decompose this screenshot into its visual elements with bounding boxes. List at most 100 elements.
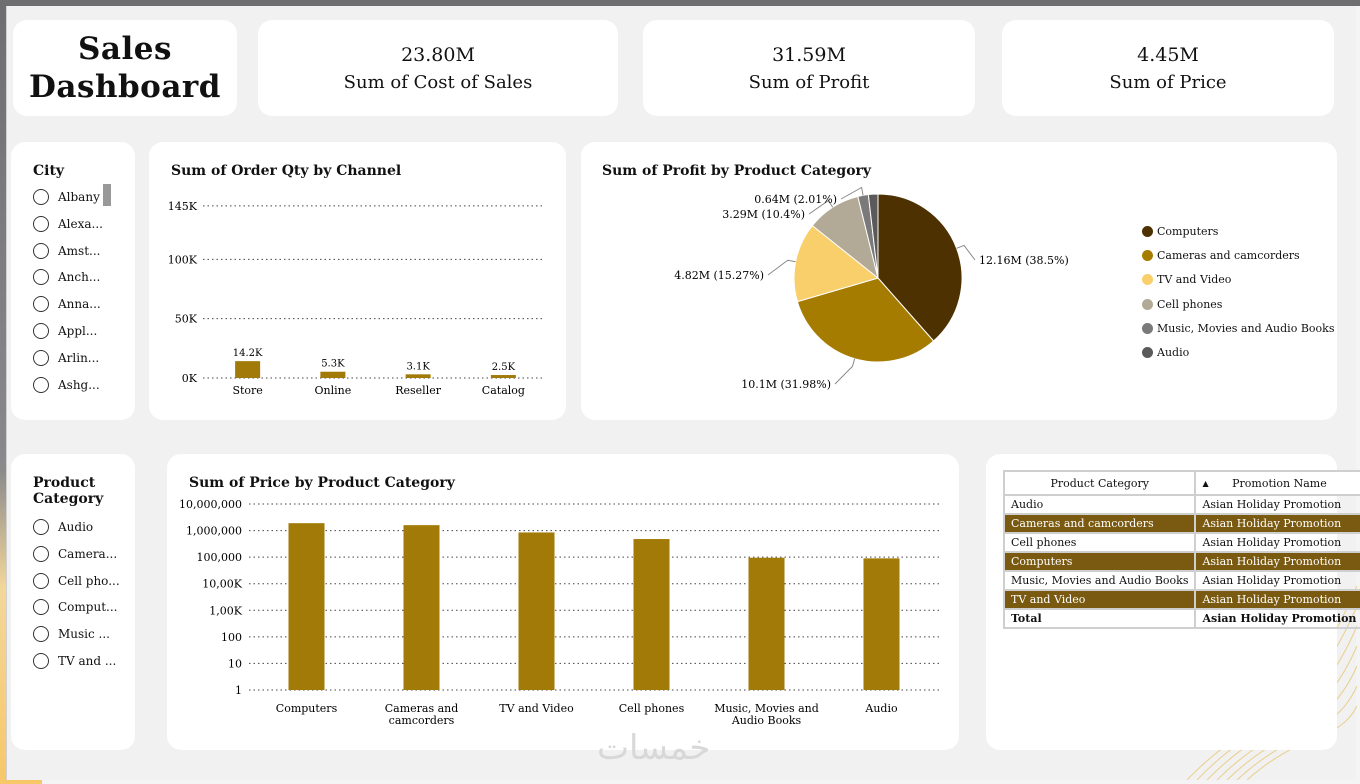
city-option[interactable]: Amst... (33, 241, 100, 261)
x-tick-label: TV and Video (499, 702, 574, 715)
category-option[interactable]: Camera... (33, 544, 117, 564)
city-option[interactable]: Albany (33, 187, 100, 207)
slicer-scrollbar[interactable] (103, 184, 111, 206)
radio-circle-icon[interactable] (33, 653, 49, 669)
total-label: Total (1002, 608, 1197, 629)
city-slicer: City Albany Alexa... Amst... Anch... Anna...… (11, 142, 135, 420)
dashboard-canvas: Sales Dashboard 23.80M Sum of Cost of Sa… (6, 6, 1357, 780)
category-option[interactable]: Comput... (33, 597, 117, 617)
category-cell[interactable]: Music, Movies and Audio Books (1002, 570, 1197, 591)
legend-swatch (1142, 250, 1153, 262)
pie-data-label: 10.1M (31.98%) (741, 378, 831, 391)
legend-swatch (1142, 274, 1153, 286)
dashboard-title: Sales Dashboard (29, 31, 221, 105)
sort-ascending-icon[interactable]: ▲ (1202, 479, 1209, 488)
city-option[interactable]: Ashg... (33, 375, 100, 395)
x-tick-label: Catalog (482, 384, 525, 397)
leader-line (956, 244, 976, 261)
bar (518, 532, 555, 690)
legend-item[interactable]: Audio (1142, 346, 1189, 359)
pie-slice (796, 277, 935, 363)
x-tick-label: Audio (864, 702, 898, 715)
y-tick-label: 50K (175, 313, 198, 326)
city-option-label: Anna... (58, 297, 101, 312)
radio-circle-icon[interactable] (33, 296, 49, 313)
data-label: 3.1K (406, 361, 430, 372)
category-cell[interactable]: Computers (1002, 551, 1197, 572)
table-row[interactable]: TV and Video Asian Holiday Promotion (1002, 589, 1360, 610)
radio-circle-icon[interactable] (33, 242, 49, 259)
legend-swatch (1142, 347, 1153, 358)
category-cell[interactable]: Audio (1002, 494, 1197, 515)
radio-circle-icon[interactable] (33, 269, 49, 286)
table-row[interactable]: Computers Asian Holiday Promotion (1002, 551, 1360, 572)
kpi-value: 4.45M (1137, 43, 1199, 66)
category-option[interactable]: Music ... (33, 624, 110, 644)
legend-swatch (1142, 322, 1153, 334)
promotion-cell[interactable]: Asian Holiday Promotion (1194, 551, 1360, 572)
header-promotion-name[interactable]: ▲ Promotion Name (1194, 470, 1360, 496)
bar (235, 361, 261, 378)
y-tick-label: 10,000,000 (179, 498, 242, 511)
legend-item[interactable]: TV and Video (1142, 273, 1231, 286)
kpi-profit[interactable]: 31.59M Sum of Profit (643, 20, 975, 116)
city-option[interactable]: Arlin... (33, 348, 99, 368)
radio-circle-icon[interactable] (33, 626, 49, 643)
legend-item[interactable]: Music, Movies and Audio Books (1142, 322, 1334, 335)
legend-label: Computers (1157, 225, 1219, 238)
category-cell[interactable]: TV and Video (1002, 589, 1197, 610)
kpi-cost-of-sales[interactable]: 23.80M Sum of Cost of Sales (258, 20, 618, 116)
promotion-cell[interactable]: Asian Holiday Promotion (1194, 570, 1360, 591)
city-option-label: Anch... (58, 270, 101, 285)
legend-item[interactable]: Cameras and camcorders (1142, 249, 1300, 262)
kpi-price[interactable]: 4.45M Sum of Price (1002, 20, 1334, 116)
radio-circle-icon[interactable] (33, 572, 49, 589)
table-row[interactable]: Music, Movies and Audio Books Asian Holid… (1002, 570, 1360, 591)
category-option-label: Comput... (58, 600, 118, 615)
pie-data-label: 12.16M (38.5%) (979, 254, 1069, 267)
bar (288, 523, 325, 690)
radio-circle-icon[interactable] (33, 545, 49, 562)
price-chart-title: Sum of Price by Product Category (189, 475, 455, 491)
city-option-label: Alexa... (58, 216, 103, 231)
radio-circle-icon[interactable] (33, 349, 49, 366)
radio-circle-icon[interactable] (33, 215, 49, 232)
x-tick-label: Online (315, 384, 352, 397)
promotion-cell[interactable]: Asian Holiday Promotion (1194, 589, 1360, 610)
city-option-label: Albany (58, 190, 100, 204)
table-row[interactable]: Cameras and camcorders Asian Holiday Prom… (1002, 513, 1360, 534)
radio-circle-icon[interactable] (33, 189, 49, 205)
category-option[interactable]: Cell pho... (33, 571, 120, 591)
promotion-cell[interactable]: Asian Holiday Promotion (1194, 494, 1360, 515)
city-option[interactable]: Appl... (33, 321, 97, 341)
category-option[interactable]: Audio (33, 517, 93, 537)
legend-swatch (1142, 298, 1153, 310)
promotion-matrix: Product Category ▲ Promotion Name Audio A… (1002, 470, 1360, 629)
legend-swatch (1142, 226, 1153, 237)
promotion-cell[interactable]: Asian Holiday Promotion (1194, 532, 1360, 553)
category-cell[interactable]: Cameras and camcorders (1002, 513, 1197, 534)
city-option[interactable]: Alexa... (33, 214, 103, 234)
city-option[interactable]: Anna... (33, 294, 101, 314)
bar (403, 525, 440, 690)
x-tick-label: Audio Books (731, 714, 802, 727)
header-product-category[interactable]: Product Category (1002, 470, 1197, 496)
watermark: خمسات (597, 728, 711, 768)
legend-item[interactable]: Cell phones (1142, 298, 1222, 311)
category-slicer: Product Category Audio Camera... Cell pho.… (11, 454, 135, 750)
category-option[interactable]: TV and ... (33, 651, 116, 671)
radio-circle-icon[interactable] (33, 376, 49, 393)
category-cell[interactable]: Cell phones (1002, 532, 1197, 553)
radio-circle-icon[interactable] (33, 599, 49, 616)
x-tick-label: Cell phones (619, 702, 685, 715)
y-tick-label: 145K (168, 200, 198, 213)
city-option[interactable]: Anch... (33, 267, 100, 287)
promotion-cell[interactable]: Asian Holiday Promotion (1194, 513, 1360, 534)
y-tick-label: 100K (168, 253, 198, 266)
radio-circle-icon[interactable] (33, 323, 49, 339)
table-row[interactable]: Cell phones Asian Holiday Promotion (1002, 532, 1360, 553)
legend-item[interactable]: Computers (1142, 225, 1218, 238)
table-row[interactable]: Audio Asian Holiday Promotion (1002, 494, 1360, 515)
radio-circle-icon[interactable] (33, 519, 49, 535)
y-tick-label: 1,000,000 (186, 525, 242, 538)
